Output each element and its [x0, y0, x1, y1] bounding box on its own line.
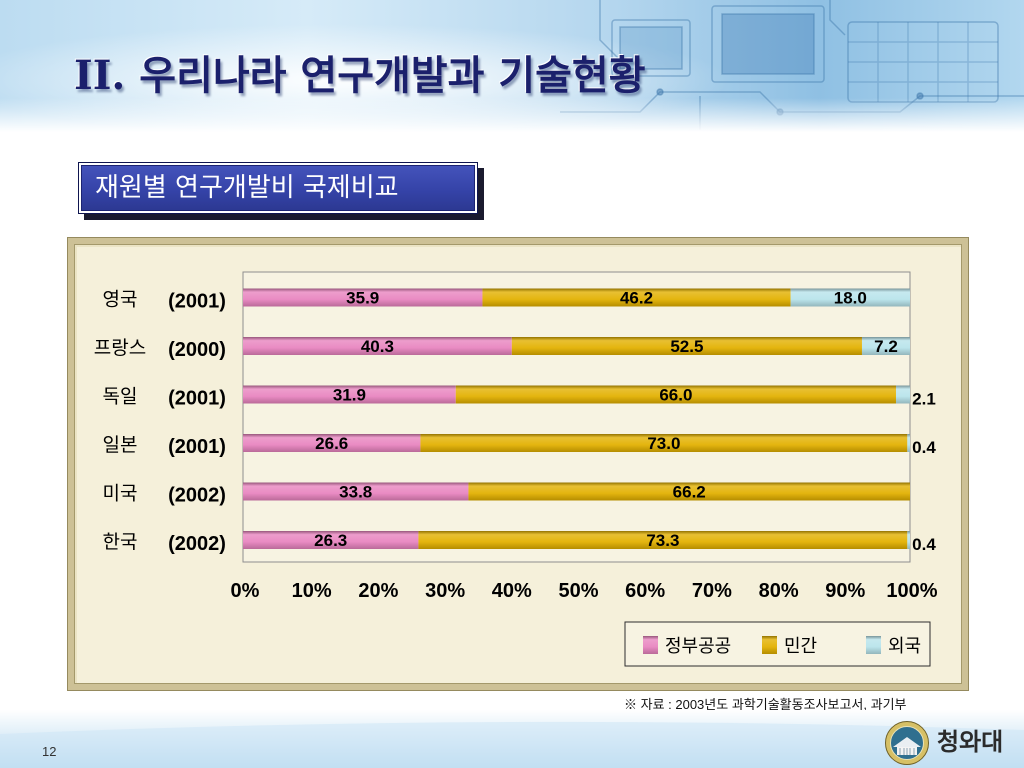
x-tick-label: 100% — [886, 580, 937, 602]
bar-segment — [243, 288, 483, 307]
x-tick-label: 20% — [358, 580, 398, 602]
data-label: 52.5 — [670, 337, 703, 356]
monitor-screen-shape — [721, 13, 815, 75]
header-background — [0, 0, 1024, 132]
bar-segment — [420, 434, 908, 452]
bar-segment — [243, 385, 456, 404]
x-tick-label: 40% — [492, 580, 532, 602]
blue-house-emblem-icon — [885, 721, 929, 765]
footer-wave — [0, 721, 1024, 768]
data-label: 31.9 — [333, 386, 366, 405]
data-label: 18.0 — [834, 289, 867, 308]
bar-segment — [861, 337, 910, 355]
data-label: 40.3 — [361, 337, 394, 356]
bar-segment — [243, 434, 421, 452]
data-label: 46.2 — [620, 289, 653, 308]
x-tick-label: 10% — [292, 580, 332, 602]
data-label: 66.0 — [659, 386, 692, 405]
data-label: 0.4 — [912, 438, 936, 457]
legend-label: 민간 — [784, 636, 817, 656]
legend-swatch — [762, 636, 777, 654]
bar-segment — [482, 288, 791, 307]
chart-title: 재원별 연구개발비 국제비교 — [95, 173, 399, 203]
monitor-shape — [611, 19, 691, 77]
bar-segment — [790, 288, 910, 307]
data-label: 73.3 — [646, 531, 679, 550]
header-fade — [0, 98, 1024, 132]
header-banner — [0, 0, 1024, 132]
bar-segment — [243, 337, 512, 355]
category-label: 일본 — [103, 434, 138, 456]
x-tick-label: 50% — [558, 580, 598, 602]
x-tick-label: 30% — [425, 580, 465, 602]
data-label: 66.2 — [673, 483, 706, 502]
data-label: 2.1 — [912, 390, 936, 409]
category-label: 프랑스 — [94, 337, 146, 359]
category-label: 한국 — [103, 531, 138, 553]
bar-segment — [907, 434, 910, 452]
data-label: 26.3 — [314, 531, 347, 550]
category-year-label: (2001) — [168, 436, 226, 458]
source-footnote: ※ 자료 : 2003년도 과학기술활동조사보고서, 과기부 — [624, 697, 907, 712]
category-year-label: (2002) — [168, 533, 226, 555]
category-label: 미국 — [103, 483, 138, 505]
legend-label: 외국 — [888, 636, 921, 656]
monitor-screen-shape — [619, 26, 683, 70]
monitor-shape — [711, 5, 825, 83]
chart-title-box: 재원별 연구개발비 국제비교 — [78, 162, 478, 214]
stacked-bar-chart: 영국 (2001) 35.9 46.2 18.0 프랑스 (2000) 40.3 52.5 7.2… — [94, 271, 938, 667]
data-label: 7.2 — [874, 337, 898, 356]
x-tick-label: 90% — [825, 580, 865, 602]
emblem-columns — [899, 748, 915, 755]
emblem-roof — [893, 737, 921, 747]
data-label: 26.6 — [315, 434, 348, 453]
legend-label: 정부공공 — [665, 636, 731, 656]
footer-band — [0, 710, 1024, 768]
data-label: 33.8 — [339, 483, 372, 502]
category-label: 영국 — [103, 289, 138, 311]
page-number: 12 — [42, 744, 57, 759]
category-year-label: (2001) — [168, 291, 226, 313]
bar-segment — [895, 385, 910, 404]
x-tick-label: 80% — [759, 580, 799, 602]
category-year-label: (2002) — [168, 485, 226, 507]
bar-segment — [468, 482, 910, 501]
category-label: 독일 — [103, 386, 138, 408]
slide-title: II. 우리나라 연구개발과 기술현황 — [74, 52, 646, 99]
bar-segment — [907, 531, 910, 549]
x-tick-label: 0% — [231, 580, 260, 602]
x-tick-label: 60% — [625, 580, 665, 602]
x-tick-label: 70% — [692, 580, 732, 602]
bar-segment — [243, 482, 469, 501]
bar-segment — [418, 531, 908, 549]
category-year-label: (2000) — [168, 339, 226, 361]
bar-segment — [511, 337, 862, 355]
bar-segment — [455, 385, 896, 404]
data-label: 73.0 — [647, 434, 680, 453]
legend-swatch — [643, 636, 658, 654]
plot-area — [242, 271, 911, 563]
logo-text: 청와대 — [937, 727, 1004, 756]
legend-swatch — [866, 636, 881, 654]
data-label: 35.9 — [346, 289, 379, 308]
data-label: 0.4 — [912, 535, 936, 554]
circuit-node — [656, 88, 664, 96]
keyboard-keys-shape — [848, 22, 998, 102]
bar-segment — [243, 531, 419, 549]
category-year-label: (2001) — [168, 388, 226, 410]
